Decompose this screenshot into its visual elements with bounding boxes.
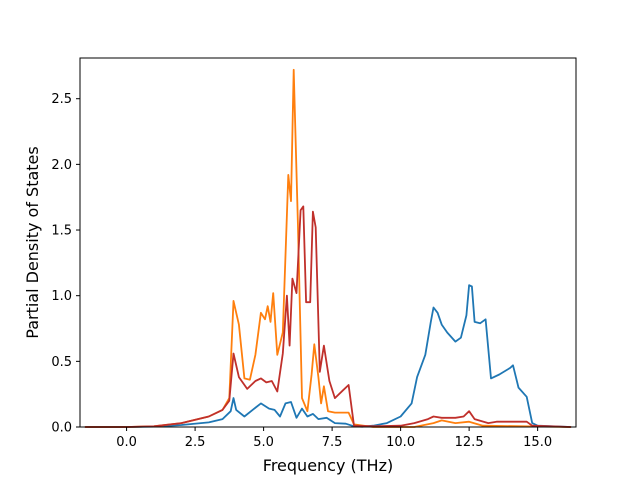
plot-frame xyxy=(79,57,577,428)
x-axis: 0.0 2.5 5.0 7.5 10.0 12.5 15.0 xyxy=(116,427,552,450)
y-tick-label: 1.5 xyxy=(51,224,72,239)
y-tick-label: 0.5 xyxy=(51,355,72,370)
x-axis-title: Frequency (THz) xyxy=(263,456,393,475)
x-tick-label: 5.0 xyxy=(253,435,274,450)
y-axis-title: Partial Density of States xyxy=(23,146,42,338)
y-tick-label: 0.0 xyxy=(51,421,72,436)
series-line-3 xyxy=(84,205,572,428)
y-axis: 0.0 0.5 1.0 1.5 2.0 2.5 xyxy=(51,92,80,436)
x-tick-label: 0.0 xyxy=(116,435,137,450)
y-tick-label: 2.5 xyxy=(51,92,72,107)
y-tick-label: 1.0 xyxy=(51,289,72,304)
x-tick-label: 12.5 xyxy=(455,435,484,450)
x-tick-label: 10.0 xyxy=(386,435,415,450)
x-tick-label: 15.0 xyxy=(523,435,552,450)
x-tick-label: 7.5 xyxy=(322,435,343,450)
y-tick-label: 2.0 xyxy=(51,158,72,173)
x-tick-label: 2.5 xyxy=(185,435,206,450)
